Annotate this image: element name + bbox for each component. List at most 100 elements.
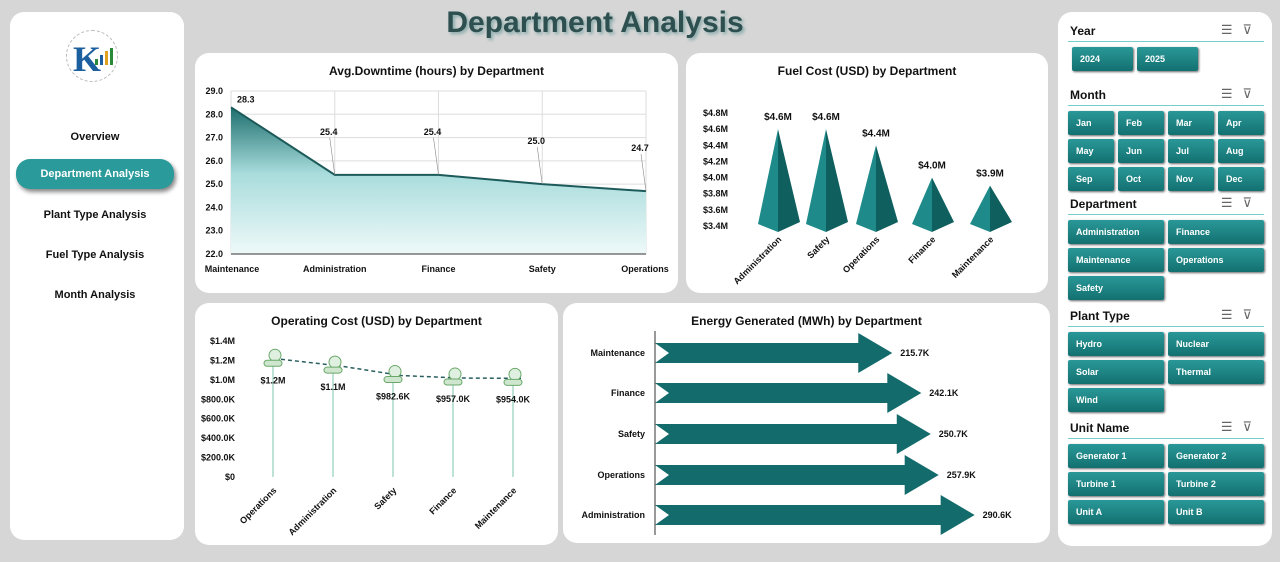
- filter-button-unit-a[interactable]: Unit A: [1068, 500, 1164, 524]
- filter-button-2025[interactable]: 2025: [1137, 47, 1198, 71]
- filter-button-nuclear[interactable]: Nuclear: [1168, 332, 1264, 356]
- data-label: $1.1M: [320, 382, 345, 392]
- filter-button-jun[interactable]: Jun: [1118, 139, 1164, 163]
- multi-select-icon[interactable]: ☰: [1220, 86, 1243, 101]
- x-tick-label: Safety: [529, 264, 556, 274]
- data-label: $4.6M: [764, 112, 792, 123]
- data-label: 250.7K: [939, 429, 969, 439]
- filter-button-hydro[interactable]: Hydro: [1068, 332, 1164, 356]
- filter-button-aug[interactable]: Aug: [1218, 139, 1264, 163]
- data-label: $954.0K: [496, 394, 531, 404]
- filter-button-apr[interactable]: Apr: [1218, 111, 1264, 135]
- filter-button-oct[interactable]: Oct: [1118, 167, 1164, 191]
- y-tick-label: $3.4M: [703, 221, 728, 231]
- y-tick-label: Finance: [611, 388, 645, 398]
- energy-arrow-chart: Maintenance 215.7K Finance 242.1K Safety 250.…: [581, 331, 1013, 535]
- pyramid-bar-shade: [778, 129, 800, 232]
- data-label: $4.0M: [918, 161, 946, 172]
- clear-filter-icon[interactable]: ⊽: [1242, 307, 1262, 322]
- pyramid-bar-shade: [990, 185, 1012, 232]
- y-tick-label: 27.0: [205, 133, 223, 143]
- pyramid-bar-shade: [826, 129, 848, 232]
- y-tick-label: $800.0K: [201, 394, 236, 404]
- slicer-title: Month: [1070, 88, 1106, 102]
- y-tick-label: Administration: [581, 510, 645, 520]
- multi-select-icon[interactable]: ☰: [1220, 419, 1243, 434]
- slicer-title: Department: [1070, 197, 1137, 211]
- filter-button-finance[interactable]: Finance: [1168, 220, 1264, 244]
- energy-chart-card: Energy Generated (MWh) by Department Main…: [563, 303, 1050, 543]
- data-label: 28.3: [237, 94, 255, 104]
- multi-select-icon[interactable]: ☰: [1220, 195, 1243, 210]
- filter-button-wind[interactable]: Wind: [1068, 388, 1164, 412]
- clear-filter-icon[interactable]: ⊽: [1242, 86, 1262, 101]
- nav-plant-type-analysis[interactable]: Plant Type Analysis: [43, 209, 147, 221]
- filter-button-generator-2[interactable]: Generator 2: [1168, 444, 1264, 468]
- y-tick-label: 25.0: [205, 179, 223, 189]
- pyramid-bar: [912, 177, 932, 232]
- chart-title: Fuel Cost (USD) by Department: [777, 64, 957, 78]
- chart-title: Energy Generated (MWh) by Department: [691, 314, 922, 328]
- data-label: 242.1K: [929, 388, 959, 398]
- filter-button-solar[interactable]: Solar: [1068, 360, 1164, 384]
- nav-fuel-type-analysis[interactable]: Fuel Type Analysis: [45, 249, 145, 261]
- nav-department-analysis[interactable]: Department Analysis: [16, 159, 174, 189]
- data-label: $3.9M: [976, 169, 1004, 180]
- arrow-bar: [655, 414, 931, 454]
- chart-title: Avg.Downtime (hours) by Department: [329, 64, 544, 78]
- hand-icon: [263, 359, 283, 367]
- clear-filter-icon[interactable]: ⊽: [1242, 22, 1262, 37]
- fuel-cost-pyramid-chart: $3.4M $3.6M $3.8M $4.0M $4.2M $4.4M $4.6M $4.8M…: [703, 108, 1012, 286]
- y-tick-label: $4.0M: [703, 173, 728, 183]
- nav-overview[interactable]: Overview: [70, 131, 120, 143]
- filter-button-unit-b[interactable]: Unit B: [1168, 500, 1264, 524]
- multi-select-icon[interactable]: ☰: [1220, 22, 1243, 37]
- data-label: 290.6K: [983, 510, 1013, 520]
- y-tick-label: $4.6M: [703, 124, 728, 134]
- leader-line: [536, 147, 543, 185]
- filter-button-turbine-1[interactable]: Turbine 1: [1068, 472, 1164, 496]
- filter-button-2024[interactable]: 2024: [1072, 47, 1133, 71]
- filter-button-administration[interactable]: Administration: [1068, 220, 1164, 244]
- filter-button-feb[interactable]: Feb: [1118, 111, 1164, 135]
- money-bag-icon: [448, 367, 462, 381]
- x-tick-label: Maintenance: [950, 234, 996, 280]
- filter-button-turbine-2[interactable]: Turbine 2: [1168, 472, 1264, 496]
- filter-button-maintenance[interactable]: Maintenance: [1068, 248, 1164, 272]
- filter-button-generator-1[interactable]: Generator 1: [1068, 444, 1164, 468]
- slicer-title: Unit Name: [1070, 421, 1130, 435]
- filter-button-nov[interactable]: Nov: [1168, 167, 1214, 191]
- slicer-department: Department ☰⊽ Administration Finance Mainten…: [1068, 193, 1264, 300]
- data-label: 25.4: [424, 127, 442, 137]
- filter-button-thermal[interactable]: Thermal: [1168, 360, 1264, 384]
- company-logo: K: [66, 30, 118, 82]
- filter-button-dec[interactable]: Dec: [1218, 167, 1264, 191]
- money-bag-icon: [328, 355, 342, 369]
- x-tick-label: Finance: [421, 264, 455, 274]
- filter-button-may[interactable]: May: [1068, 139, 1114, 163]
- x-tick-label: Finance: [906, 234, 937, 265]
- multi-select-icon[interactable]: ☰: [1220, 307, 1243, 322]
- filter-button-jul[interactable]: Jul: [1168, 139, 1214, 163]
- filter-button-mar[interactable]: Mar: [1168, 111, 1214, 135]
- data-label: $982.6K: [376, 392, 411, 402]
- x-tick-label: Administration: [303, 264, 367, 274]
- nav-month-analysis[interactable]: Month Analysis: [54, 289, 136, 301]
- page-title: Department Analysis: [446, 6, 744, 39]
- pyramid-bar: [970, 185, 990, 232]
- downtime-area-chart: 22.0 23.0 24.0 25.0 26.0 27.0 28.0 29.0 Maintena…: [205, 86, 669, 274]
- data-label: 257.9K: [947, 470, 977, 480]
- filter-button-jan[interactable]: Jan: [1068, 111, 1114, 135]
- hand-icon: [443, 378, 463, 386]
- y-tick-label: $400.0K: [201, 433, 236, 443]
- x-tick-label: Operations: [841, 234, 882, 275]
- pyramid-bar-shade: [932, 177, 954, 232]
- filter-button-operations[interactable]: Operations: [1168, 248, 1264, 272]
- y-tick-label: 28.0: [205, 109, 223, 119]
- fuel-cost-chart-card: Fuel Cost (USD) by Department $3.4M $3.6M $…: [686, 53, 1048, 293]
- filter-button-safety[interactable]: Safety: [1068, 276, 1164, 300]
- clear-filter-icon[interactable]: ⊽: [1242, 419, 1262, 434]
- clear-filter-icon[interactable]: ⊽: [1242, 195, 1262, 210]
- filter-button-sep[interactable]: Sep: [1068, 167, 1114, 191]
- x-tick-label: Operations: [621, 264, 669, 274]
